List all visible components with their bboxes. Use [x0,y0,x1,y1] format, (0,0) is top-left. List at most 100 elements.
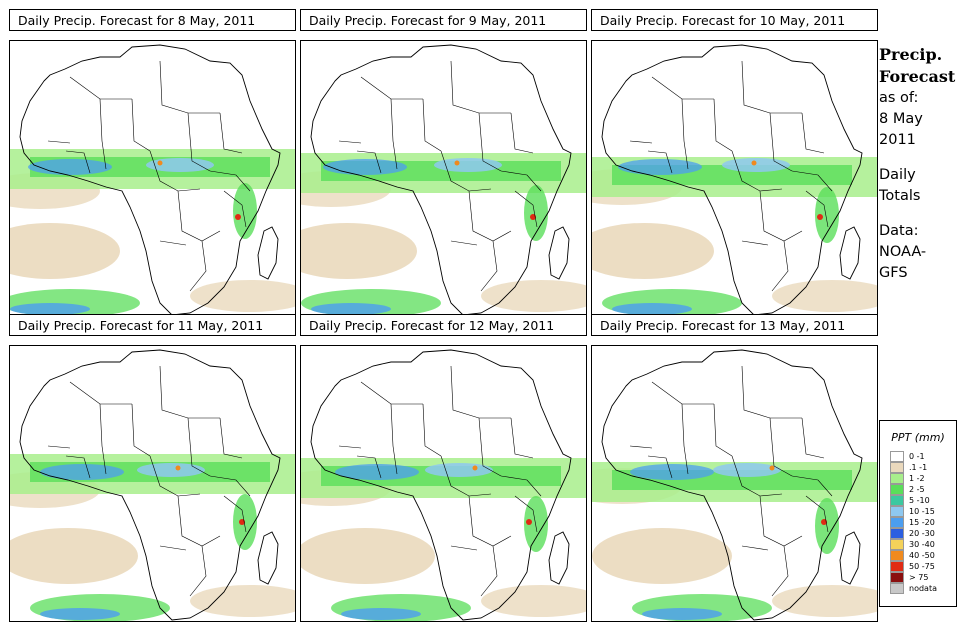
legend-title: PPT (mm) [891,431,945,444]
country-border [177,190,221,242]
dry-patch [301,528,435,584]
panel-title: Daily Precip. Forecast for 8 May, 2011 [9,9,296,31]
country-border [209,475,251,497]
dry-patch [10,223,120,279]
country-border [440,150,492,192]
country-border [159,545,187,551]
madagascar-outline [839,226,861,280]
legend-swatch [890,517,904,528]
legend-rows: 0 -1 .1 -1 1 -2 2 -5 5 -10 10 -15 15 -20 20 -30… [890,451,937,594]
precip-map[interactable] [591,345,878,622]
asof-date-line1: 8 May [879,111,923,127]
asof-label: as of: [879,90,919,106]
africa-coastline [310,44,572,316]
country-border [500,170,542,192]
country-border [647,150,673,174]
country-border [769,112,793,172]
source-line3: GFS [879,265,908,281]
legend-item: nodata [890,583,937,594]
side-title-line2: Forecast [879,67,956,86]
country-border [69,76,132,100]
intense-rain-spot [235,214,241,220]
country-border [713,403,733,457]
country-border [731,150,783,192]
precip-map[interactable] [9,345,296,622]
precip-map[interactable] [300,345,587,622]
panel-title: Daily Precip. Forecast for 10 May, 2011 [591,9,878,31]
legend-item: 40 -50 [890,550,937,561]
country-border [805,495,829,533]
country-border [209,170,251,192]
africa-map [301,349,586,621]
country-border [478,112,502,172]
legend-item: 1 -2 [890,473,937,484]
legend-swatch [890,539,904,550]
dry-patch [772,585,877,617]
legend-swatch [890,473,904,484]
legend-item: 10 -15 [890,506,937,517]
intense-rain-spot [530,214,536,220]
country-border [514,190,538,228]
legend-swatch [890,451,904,462]
heavy-rain [722,158,790,172]
legend-item: 2 -5 [890,484,937,495]
country-border [219,417,243,459]
country-border [791,475,833,497]
legend-item: 0 -1 [890,451,937,462]
legend-swatch [890,561,904,572]
precip-map[interactable] [591,40,878,317]
country-border [510,112,534,154]
forecast-panel-day3: Daily Precip. Forecast for 10 May, 2011 [591,9,880,317]
dry-patch [190,585,295,617]
legend-item: 5 -10 [890,495,937,506]
precip-map[interactable] [300,40,587,317]
legend-item: 30 -40 [890,539,937,550]
country-border [510,417,534,459]
east-africa-rain [524,185,548,241]
country-border [360,381,423,405]
dry-patch [481,585,586,617]
madagascar-outline [257,226,279,280]
country-border [791,170,833,192]
madagascar-outline [839,531,861,585]
country-border [65,455,91,479]
country-border [189,545,207,597]
intense-rain-spot [454,160,460,166]
country-border [356,455,382,479]
dry-patch [592,528,732,584]
country-border [65,150,91,174]
heavy-rain [434,158,502,172]
country-border [468,495,512,547]
dry-patch [481,280,586,312]
country-border [360,76,423,100]
country-border [629,140,653,144]
country-border [629,445,653,449]
country-border [769,417,793,477]
country-border [741,365,802,419]
africa-coastline [19,349,281,621]
forecast-panel-day2: Daily Precip. Forecast for 9 May, 2011 [300,9,589,317]
country-border [713,98,733,152]
country-border [149,150,201,192]
country-border [801,112,825,154]
intense-rain-spot [817,214,823,220]
legend-item: 20 -30 [890,528,937,539]
dry-patch [592,223,714,279]
africa-coastline [601,349,863,621]
legend-swatch [890,462,904,473]
heavy-rain [137,463,205,477]
legend-item: .1 -1 [890,462,937,473]
africa-coastline [19,44,281,316]
country-border [47,445,71,449]
precip-map[interactable] [9,40,296,317]
country-border [356,150,382,174]
country-border [187,112,211,172]
legend-label: 15 -20 [909,518,935,527]
rain-band-south-core [642,608,722,620]
country-border [759,495,803,547]
source-line2: NOAA- [879,244,927,260]
country-border [651,381,714,405]
country-border [741,240,769,246]
country-border [177,495,221,547]
legend-label: 2 -5 [909,485,925,494]
